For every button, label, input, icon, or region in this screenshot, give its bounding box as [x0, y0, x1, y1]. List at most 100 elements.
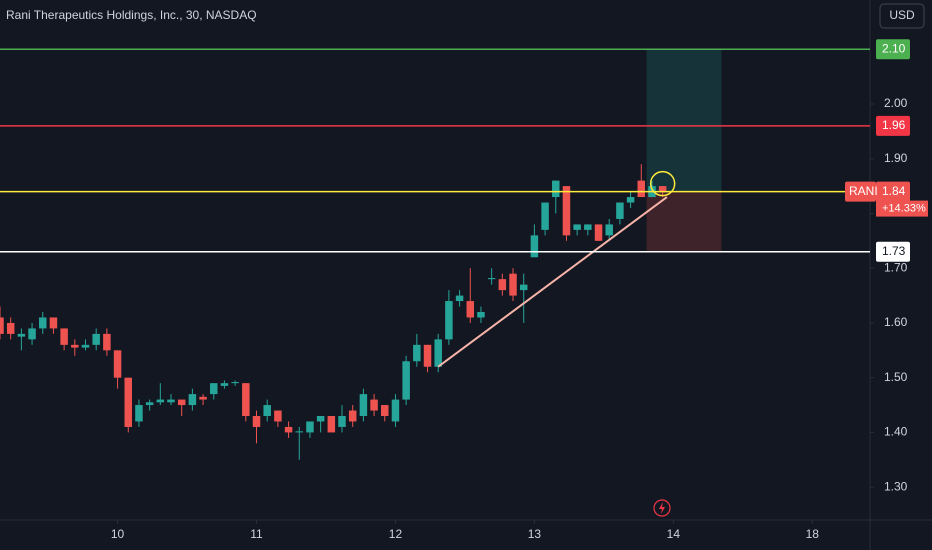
candle [0, 306, 4, 340]
candle-body [487, 278, 496, 280]
price-tag-label: 1.84 [882, 184, 906, 198]
candle-body [71, 344, 79, 348]
candle-body [327, 416, 336, 433]
candle-body [434, 339, 442, 367]
icon-bolt[interactable] [659, 502, 665, 514]
candle [145, 399, 154, 411]
candle-body [391, 399, 400, 422]
candle [348, 405, 357, 427]
price-tag [876, 181, 910, 202]
candle [103, 328, 111, 356]
candle [135, 399, 143, 427]
icon-circle[interactable] [653, 499, 671, 517]
x-tick-label: 12 [389, 527, 403, 541]
candle-body [348, 410, 357, 422]
candle [562, 186, 571, 241]
candle [17, 328, 26, 351]
candle-body [541, 202, 549, 230]
price-tag-label: 2.10 [882, 41, 906, 55]
candle-body [637, 180, 646, 198]
chart-title: Rani Therapeutics Holdings, Inc., 30, NA… [6, 8, 257, 22]
candle-body [103, 333, 111, 351]
x-tick-label: 18 [806, 527, 820, 541]
highlight-circle [649, 170, 676, 197]
candle [616, 202, 624, 225]
candle-body [402, 361, 410, 400]
candle-body [658, 186, 667, 192]
candle [423, 344, 432, 373]
currency-button[interactable] [879, 3, 925, 29]
candle [626, 191, 635, 208]
candle-body [28, 328, 36, 340]
candle [60, 328, 68, 351]
candle [552, 180, 560, 214]
candle-body [519, 284, 528, 291]
candle [242, 383, 250, 422]
candle [327, 416, 336, 433]
candle-body [188, 394, 197, 406]
y-tick-label: 1.60 [884, 315, 908, 329]
y-tick-label: 1.70 [884, 260, 908, 274]
candle-body [381, 405, 389, 416]
candle-body [6, 322, 15, 334]
change-tag [876, 200, 928, 217]
candle-body [498, 279, 507, 291]
price-tag [876, 241, 910, 262]
candle-body [0, 317, 4, 334]
candle [487, 268, 496, 285]
x-tick-label: 10 [111, 527, 125, 541]
candle-body [370, 399, 378, 411]
candle-body [562, 186, 571, 236]
price-tag-label: 1.96 [882, 118, 906, 132]
x-tick-label: 14 [667, 527, 681, 541]
candle-body [124, 377, 132, 427]
candle-body [92, 333, 100, 345]
symbol-tag [845, 181, 876, 202]
candle-body [220, 383, 229, 386]
trend-line [437, 196, 668, 368]
candle [199, 394, 207, 406]
target-zone [646, 49, 722, 192]
currency-label[interactable]: USD [889, 8, 915, 22]
change-label: +14.33% [882, 202, 926, 214]
candle [477, 306, 485, 323]
candle [391, 394, 400, 427]
candle [81, 339, 90, 351]
candle [210, 383, 218, 400]
candle [263, 399, 271, 422]
candle-body [274, 410, 282, 422]
candle-body [530, 235, 539, 258]
candle [519, 273, 528, 323]
y-tick-label: 1.40 [884, 425, 908, 439]
candle-body [135, 405, 143, 422]
candle-body [616, 202, 624, 219]
candle-body [605, 224, 613, 236]
candle [402, 355, 410, 406]
candle-body [113, 350, 122, 378]
candle-body [594, 224, 603, 241]
y-tick-label: 1.30 [884, 479, 908, 493]
candle-body [177, 399, 186, 406]
y-tick-label: 2.00 [884, 96, 908, 110]
candle-body [17, 333, 26, 337]
candle [156, 383, 165, 406]
x-tick-label: 11 [250, 527, 263, 541]
candle-body [295, 431, 304, 433]
y-tick-label: 1.90 [884, 151, 908, 165]
candle [338, 405, 346, 433]
candle-body [252, 416, 261, 427]
candle [594, 224, 603, 241]
candle-body [242, 383, 250, 416]
candle [167, 394, 175, 406]
candle-body [199, 396, 207, 400]
candle [124, 377, 132, 433]
candle-body [81, 344, 90, 348]
price-tag [876, 115, 910, 136]
lightning-icon[interactable] [653, 499, 671, 517]
candle [188, 388, 197, 411]
candle-body [477, 312, 485, 318]
candle [28, 322, 36, 345]
candle-body [552, 180, 560, 198]
